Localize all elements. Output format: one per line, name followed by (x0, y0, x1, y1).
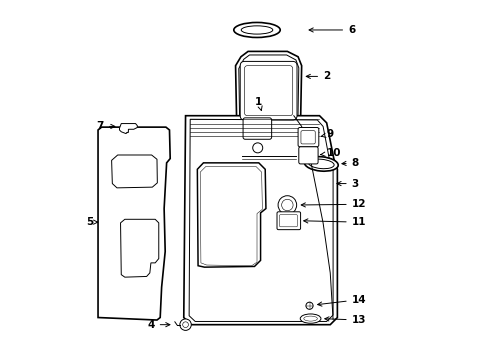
Polygon shape (238, 55, 298, 162)
Ellipse shape (233, 22, 280, 37)
FancyBboxPatch shape (298, 147, 317, 164)
Text: 2: 2 (305, 71, 330, 81)
Polygon shape (200, 166, 262, 266)
Ellipse shape (304, 157, 338, 171)
Text: 11: 11 (303, 217, 366, 227)
Text: 5: 5 (86, 217, 98, 227)
Polygon shape (183, 116, 337, 325)
Text: 8: 8 (341, 158, 358, 168)
Ellipse shape (300, 314, 320, 323)
Circle shape (180, 319, 191, 330)
FancyBboxPatch shape (243, 118, 271, 139)
FancyBboxPatch shape (244, 66, 292, 116)
Text: 9: 9 (321, 129, 333, 139)
Circle shape (278, 196, 296, 214)
Text: 7: 7 (97, 121, 115, 131)
Polygon shape (189, 119, 332, 321)
Text: 12: 12 (301, 199, 366, 209)
FancyBboxPatch shape (298, 127, 318, 147)
Text: 6: 6 (308, 25, 355, 35)
FancyBboxPatch shape (279, 215, 297, 227)
Text: 10: 10 (320, 148, 341, 158)
FancyBboxPatch shape (276, 212, 300, 230)
Polygon shape (111, 155, 157, 188)
Polygon shape (197, 163, 265, 267)
Text: 13: 13 (324, 315, 366, 325)
Polygon shape (235, 51, 301, 166)
Polygon shape (119, 123, 137, 134)
Text: 1: 1 (255, 97, 262, 111)
Text: 4: 4 (147, 320, 169, 330)
FancyBboxPatch shape (240, 62, 296, 120)
FancyBboxPatch shape (300, 131, 315, 144)
Text: 14: 14 (317, 295, 366, 306)
Polygon shape (121, 219, 159, 277)
Polygon shape (98, 127, 170, 320)
Text: 3: 3 (336, 179, 358, 189)
